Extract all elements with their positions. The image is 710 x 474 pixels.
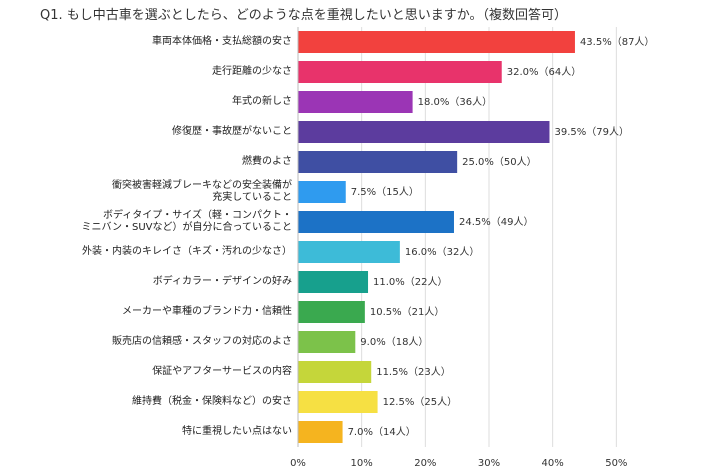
category-label: 修復歴・事故歴がないこと	[172, 126, 292, 137]
x-tick-label: 40%	[542, 458, 564, 469]
category-label: 外装・内装のキレイさ（キズ・汚れの少なさ）	[82, 246, 292, 257]
bar	[298, 391, 378, 413]
x-tick-label: 30%	[478, 458, 500, 469]
bar	[298, 361, 372, 383]
x-tick-label: 50%	[605, 458, 627, 469]
x-tick-label: 20%	[414, 458, 436, 469]
value-label: 18.0%（36人）	[418, 96, 493, 108]
bar	[298, 211, 454, 233]
value-label: 11.0%（22人）	[373, 276, 448, 288]
value-label: 25.0%（50人）	[462, 156, 536, 168]
bar	[298, 31, 575, 53]
category-label: 走行距離の少なさ	[212, 66, 292, 77]
category-label: 特に重視したい点はない	[182, 426, 292, 437]
category-label: 保証やアフターサービスの内容	[152, 366, 292, 377]
bar	[298, 331, 356, 353]
bar	[298, 421, 343, 443]
value-label: 10.5%（21人）	[370, 306, 445, 318]
value-label: 32.0%（64人）	[507, 66, 582, 78]
bar	[298, 61, 502, 83]
value-label: 12.5%（25人）	[383, 396, 458, 408]
chart-title: Q1. もし中古車を選ぶとしたら、どのような点を重視したいと思いますか。（複数回…	[40, 8, 568, 23]
x-tick-label: 10%	[351, 458, 373, 469]
category-label: 車両本体価格・支払総額の安さ	[152, 36, 292, 47]
category-label: ボディタイプ・サイズ（軽・コンパクト・ ミニバン・SUVなど）が自分に合っている…	[81, 210, 292, 233]
value-label: 43.5%（87人）	[580, 36, 655, 48]
value-label: 9.0%（18人）	[360, 336, 428, 348]
category-label: メーカーや車種のブランド力・信頼性	[122, 306, 292, 317]
value-label: 24.5%（49人）	[459, 216, 534, 228]
value-label: 39.5%（79人）	[554, 126, 629, 138]
bar	[298, 151, 458, 173]
value-label: 7.0%（14人）	[348, 426, 416, 438]
x-tick-label: 0%	[290, 458, 306, 469]
bar	[298, 241, 400, 263]
bar	[298, 121, 550, 143]
category-label: 維持費（税金・保険料など）の安さ	[132, 396, 292, 407]
value-label: 16.0%（32人）	[405, 246, 480, 258]
value-label: 7.5%（15人）	[351, 186, 419, 198]
bar	[298, 91, 413, 113]
category-label: 販売店の信頼感・スタッフの対応のよさ	[112, 336, 292, 347]
bar	[298, 181, 346, 203]
bar	[298, 301, 365, 323]
category-label: 衝突被害軽減ブレーキなどの安全装備が 充実していること	[112, 180, 292, 203]
value-label: 11.5%（23人）	[376, 366, 451, 378]
category-label: ボディカラー・デザインの好み	[152, 276, 292, 287]
bar	[298, 271, 369, 293]
category-label: 燃費のよさ	[242, 156, 292, 167]
category-label: 年式の新しさ	[232, 96, 292, 107]
